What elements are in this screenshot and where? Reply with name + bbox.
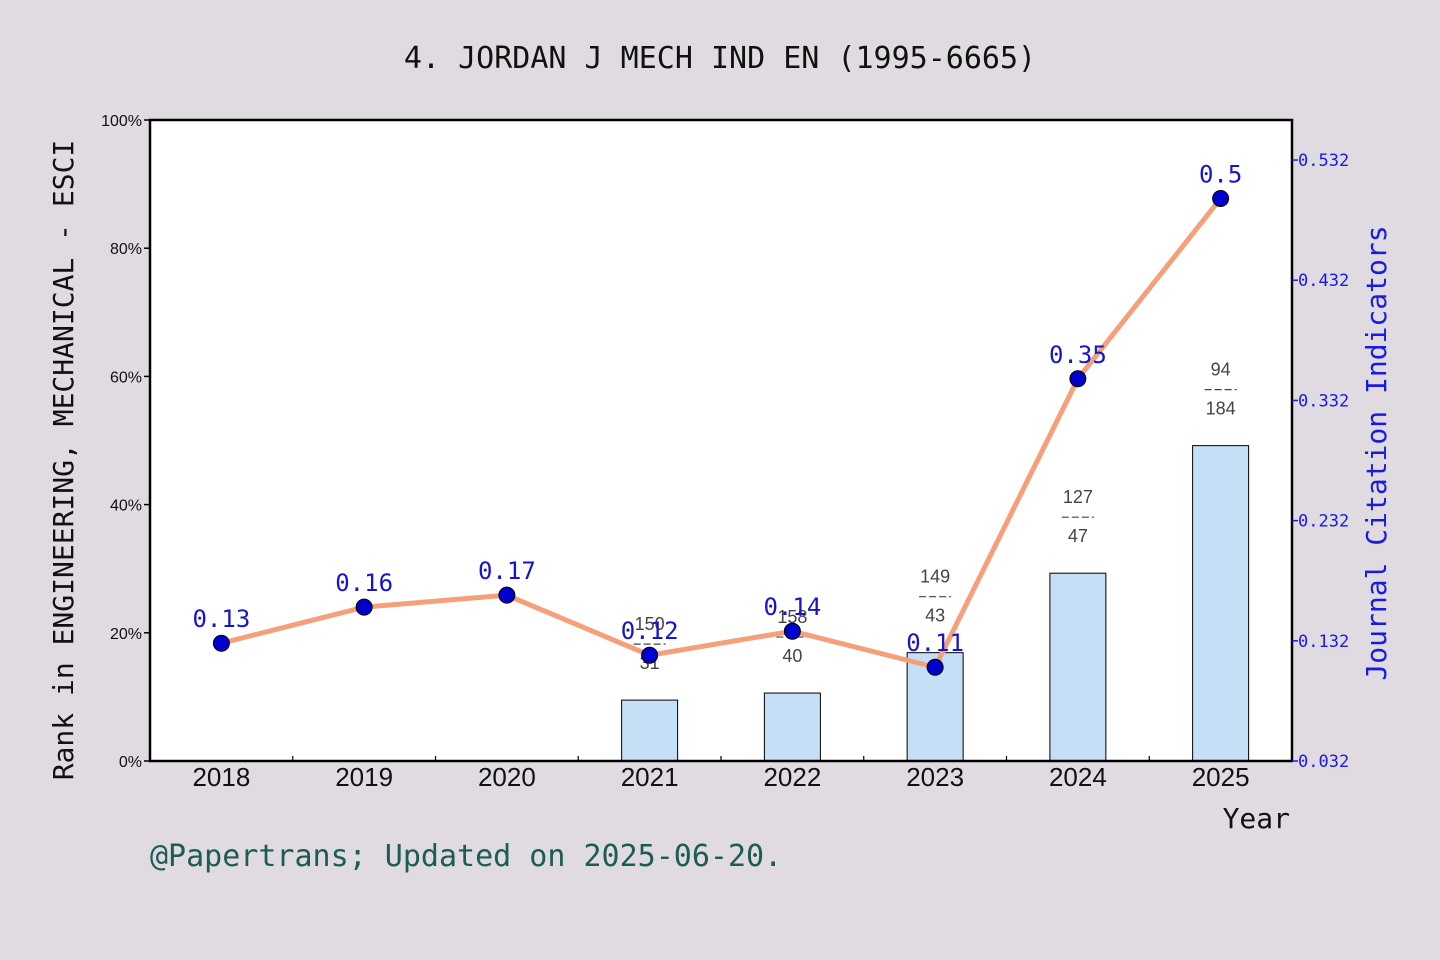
jci-value-label: 0.17 (478, 557, 536, 585)
x-tick-label: 2019 (335, 762, 393, 792)
rank-label-numerator: 158 (777, 607, 807, 627)
x-tick-label: 2020 (478, 762, 536, 792)
jci-point-2025 (1212, 189, 1230, 207)
left-tick-label: 0% (119, 754, 142, 771)
rank-label-denominator: 43 (925, 606, 945, 626)
rank-bar-2024 (1049, 572, 1107, 762)
jci-point-2024 (1069, 370, 1087, 388)
rank-label-numerator: 127 (1063, 487, 1093, 507)
right-tick-label: 0.232 (1298, 512, 1349, 532)
footer-note: @Papertrans; Updated on 2025-06-20. (150, 839, 782, 874)
jci-point-2018 (212, 634, 230, 652)
left-tick-label: 20% (110, 626, 142, 643)
jci-point-2022 (783, 622, 801, 640)
jci-line (220, 196, 1223, 670)
x-tick-label: 2023 (906, 762, 964, 792)
x-axis: 2018 2019 2020 2021 2022 2023 2024 2025 (192, 756, 1250, 792)
jci-value-label: 0.5 (1199, 160, 1242, 188)
jci-point-2023 (926, 658, 944, 676)
rank-label-denominator: 40 (782, 646, 802, 666)
right-tick-label: 0.432 (1298, 271, 1349, 291)
jci-value-label: 0.35 (1049, 341, 1107, 369)
rank-label-denominator: 47 (1068, 526, 1088, 546)
left-axis: 0% 20% 40% 60% 80% 100% (101, 113, 150, 771)
rank-label-numerator: 149 (920, 567, 950, 587)
rank-bar-2021 (621, 699, 679, 762)
right-axis: 0.032 0.132 0.232 0.332 0.432 0.532 (1292, 151, 1349, 772)
right-tick-label: 0.132 (1298, 632, 1349, 652)
right-tick-label: 0.532 (1298, 151, 1349, 171)
jci-value-label: 0.16 (335, 569, 393, 597)
x-tick-label: 2024 (1049, 762, 1107, 792)
x-tick-label: 2021 (621, 762, 679, 792)
rank-label-numerator: 150 (635, 614, 665, 634)
rank-bar-2025 (1192, 445, 1250, 762)
left-tick-label: 40% (110, 498, 142, 515)
jci-point-2019 (355, 598, 373, 616)
rank-label-denominator: 184 (1206, 399, 1236, 419)
jci-value-label: 0.11 (906, 629, 964, 657)
jci-point-2021 (641, 646, 659, 664)
right-axis-title: Journal Citation Indicators (1360, 225, 1393, 680)
left-tick-label: 100% (101, 113, 142, 130)
rank-label-numerator: 94 (1211, 360, 1231, 380)
x-tick-label: 2018 (192, 762, 250, 792)
left-axis-title: Rank in ENGINEERING, MECHANICAL - ESCI (47, 140, 80, 781)
x-axis-title: Year (1223, 802, 1290, 835)
line-layer: 0.13 0.16 0.17 0.12 0.14 0.11 0.35 0.5 (192, 160, 1242, 676)
left-tick-label: 60% (110, 369, 142, 386)
rank-bar-2022 (763, 692, 821, 762)
x-tick-label: 2022 (763, 762, 821, 792)
jci-point-2020 (498, 586, 516, 604)
chart-title: 4. JORDAN J MECH IND EN (1995-6665) (404, 41, 1036, 76)
jci-value-label: 0.14 (763, 593, 821, 621)
jci-value-label: 0.13 (192, 605, 250, 633)
jci-value-label: 0.12 (621, 617, 679, 645)
left-tick-label: 80% (110, 241, 142, 258)
x-tick-label: 2025 (1192, 762, 1250, 792)
right-tick-label: 0.332 (1298, 391, 1349, 411)
plot-area (150, 120, 1292, 761)
right-tick-label: 0.032 (1298, 752, 1349, 772)
